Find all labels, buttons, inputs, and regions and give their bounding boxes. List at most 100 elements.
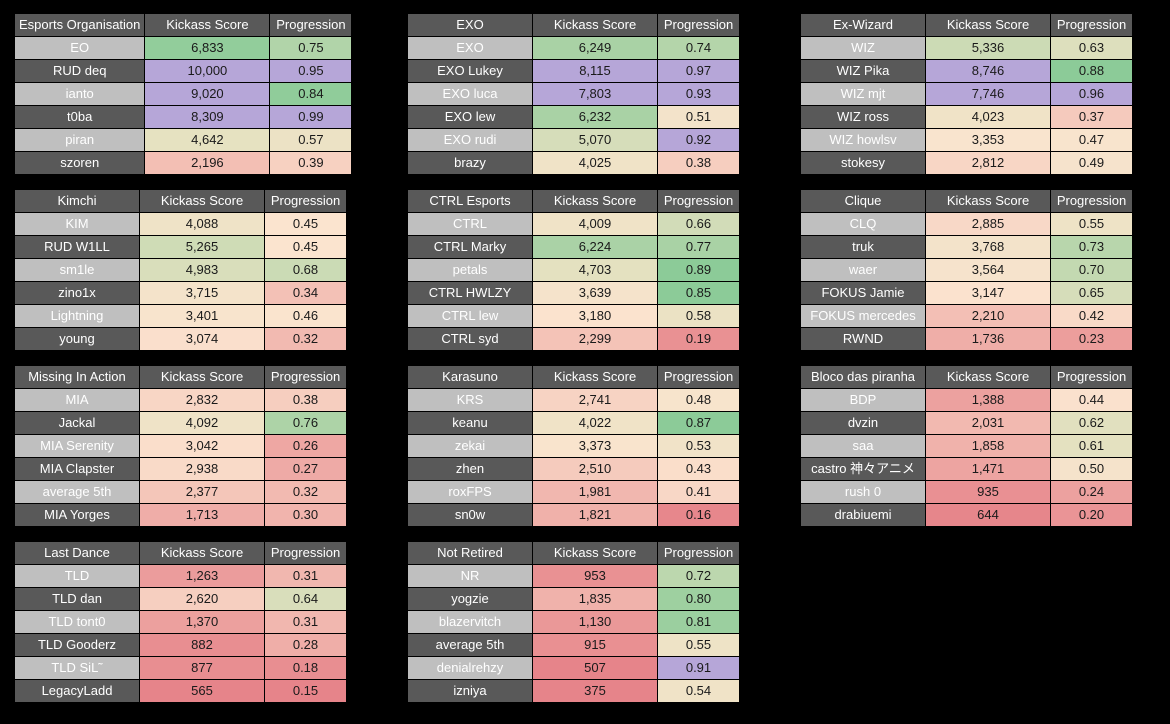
player-name: EXO Lukey [407,59,533,83]
kickass-score: 2,299 [532,327,658,351]
table-row: castro 神々アニメ 1,471 0.50 [800,457,1133,481]
progression-header: Progression [1050,365,1133,389]
player-name: EXO rudi [407,128,533,152]
score-header: Kickass Score [925,13,1051,37]
player-name: CTRL [407,212,533,236]
progression-value: 0.95 [269,59,353,83]
player-name: EXO [407,36,533,60]
team-name-header: Esports Organisation [13,13,146,37]
progression-value: 0.45 [264,235,347,259]
kickass-score: 1,981 [532,480,658,504]
table-header-row: Last Dance Kickass Score Progression [14,541,347,565]
progression-header: Progression [657,13,740,37]
progression-value: 0.97 [657,59,740,83]
kickass-score: 3,147 [925,281,1051,305]
kickass-score: 4,025 [532,151,658,175]
table-row: zino1x 3,715 0.34 [14,281,347,305]
table-row: RWND 1,736 0.23 [800,327,1133,351]
team-table: Not Retired Kickass Score Progression NR 953… [407,541,740,703]
progression-value: 0.41 [657,480,740,504]
player-name: izniya [407,679,533,703]
kickass-score: 2,031 [925,411,1051,435]
player-name: roxFPS [407,480,533,504]
table-row: KIM 4,088 0.45 [14,212,347,236]
kickass-score: 644 [925,503,1051,527]
progression-header: Progression [657,541,740,565]
player-name: WIZ [800,36,926,60]
table-row: WIZ howlsv 3,353 0.47 [800,128,1133,152]
table-header-row: Esports Organisation Kickass Score Progres… [13,13,353,37]
score-header: Kickass Score [139,541,265,565]
kickass-score: 915 [532,633,658,657]
table-row: MIA Yorges 1,713 0.30 [14,503,347,527]
table-row: sm1le 4,983 0.68 [14,258,347,282]
player-name: piran [13,128,146,152]
progression-value: 0.62 [1050,411,1133,435]
player-name: sm1le [14,258,140,282]
kickass-score: 1,736 [925,327,1051,351]
kickass-score: 3,042 [139,434,265,458]
player-name: keanu [407,411,533,435]
player-name: RUD W1LL [14,235,140,259]
progression-value: 0.64 [264,587,347,611]
progression-value: 0.96 [1050,82,1133,106]
player-name: sn0w [407,503,533,527]
table-row: LegacyLadd 565 0.15 [14,679,347,703]
table-header-row: Kimchi Kickass Score Progression [14,189,347,213]
player-name: dvzin [800,411,926,435]
team-name-header: CTRL Esports [407,189,533,213]
team-name-header: Last Dance [14,541,140,565]
progression-value: 0.63 [1050,36,1133,60]
progression-value: 0.24 [1050,480,1133,504]
table-row: TLD Gooderz 882 0.28 [14,633,347,657]
kickass-score: 1,713 [139,503,265,527]
progression-value: 0.66 [657,212,740,236]
player-name: ianto [13,82,146,106]
table-row: RUD W1LL 5,265 0.45 [14,235,347,259]
progression-header: Progression [657,189,740,213]
team-name-header: Clique [800,189,926,213]
progression-value: 0.58 [657,304,740,328]
progression-value: 0.37 [1050,105,1133,129]
player-name: CTRL HWLZY [407,281,533,305]
table-row: zhen 2,510 0.43 [407,457,740,481]
table-row: EXO 6,249 0.74 [407,36,740,60]
kickass-score: 2,377 [139,480,265,504]
kickass-score: 4,088 [139,212,265,236]
kickass-score: 2,510 [532,457,658,481]
table-row: drabiuemi 644 0.20 [800,503,1133,527]
player-name: TLD [14,564,140,588]
table-row: blazervitch 1,130 0.81 [407,610,740,634]
player-name: RUD deq [13,59,146,83]
player-name: stokesy [800,151,926,175]
table-row: average 5th 915 0.55 [407,633,740,657]
team-name-header: Not Retired [407,541,533,565]
player-name: WIZ ross [800,105,926,129]
table-header-row: Missing In Action Kickass Score Progressio… [14,365,347,389]
kickass-score: 1,388 [925,388,1051,412]
progression-value: 0.27 [264,457,347,481]
progression-value: 0.19 [657,327,740,351]
player-name: szoren [13,151,146,175]
table-row: WIZ Pika 8,746 0.88 [800,59,1133,83]
score-header: Kickass Score [925,365,1051,389]
player-name: denialrehzy [407,656,533,680]
table-row: stokesy 2,812 0.49 [800,151,1133,175]
score-header: Kickass Score [139,189,265,213]
score-header: Kickass Score [139,365,265,389]
table-row: CTRL HWLZY 3,639 0.85 [407,281,740,305]
player-name: KIM [14,212,140,236]
kickass-score: 565 [139,679,265,703]
kickass-score: 4,022 [532,411,658,435]
kickass-score: 3,373 [532,434,658,458]
progression-value: 0.51 [657,105,740,129]
progression-value: 0.34 [264,281,347,305]
kickass-score: 2,885 [925,212,1051,236]
table-row: EO 6,833 0.75 [13,36,353,60]
progression-value: 0.32 [264,327,347,351]
kickass-score: 935 [925,480,1051,504]
kickass-score: 3,715 [139,281,265,305]
progression-value: 0.31 [264,564,347,588]
kickass-score: 882 [139,633,265,657]
player-name: CTRL Marky [407,235,533,259]
